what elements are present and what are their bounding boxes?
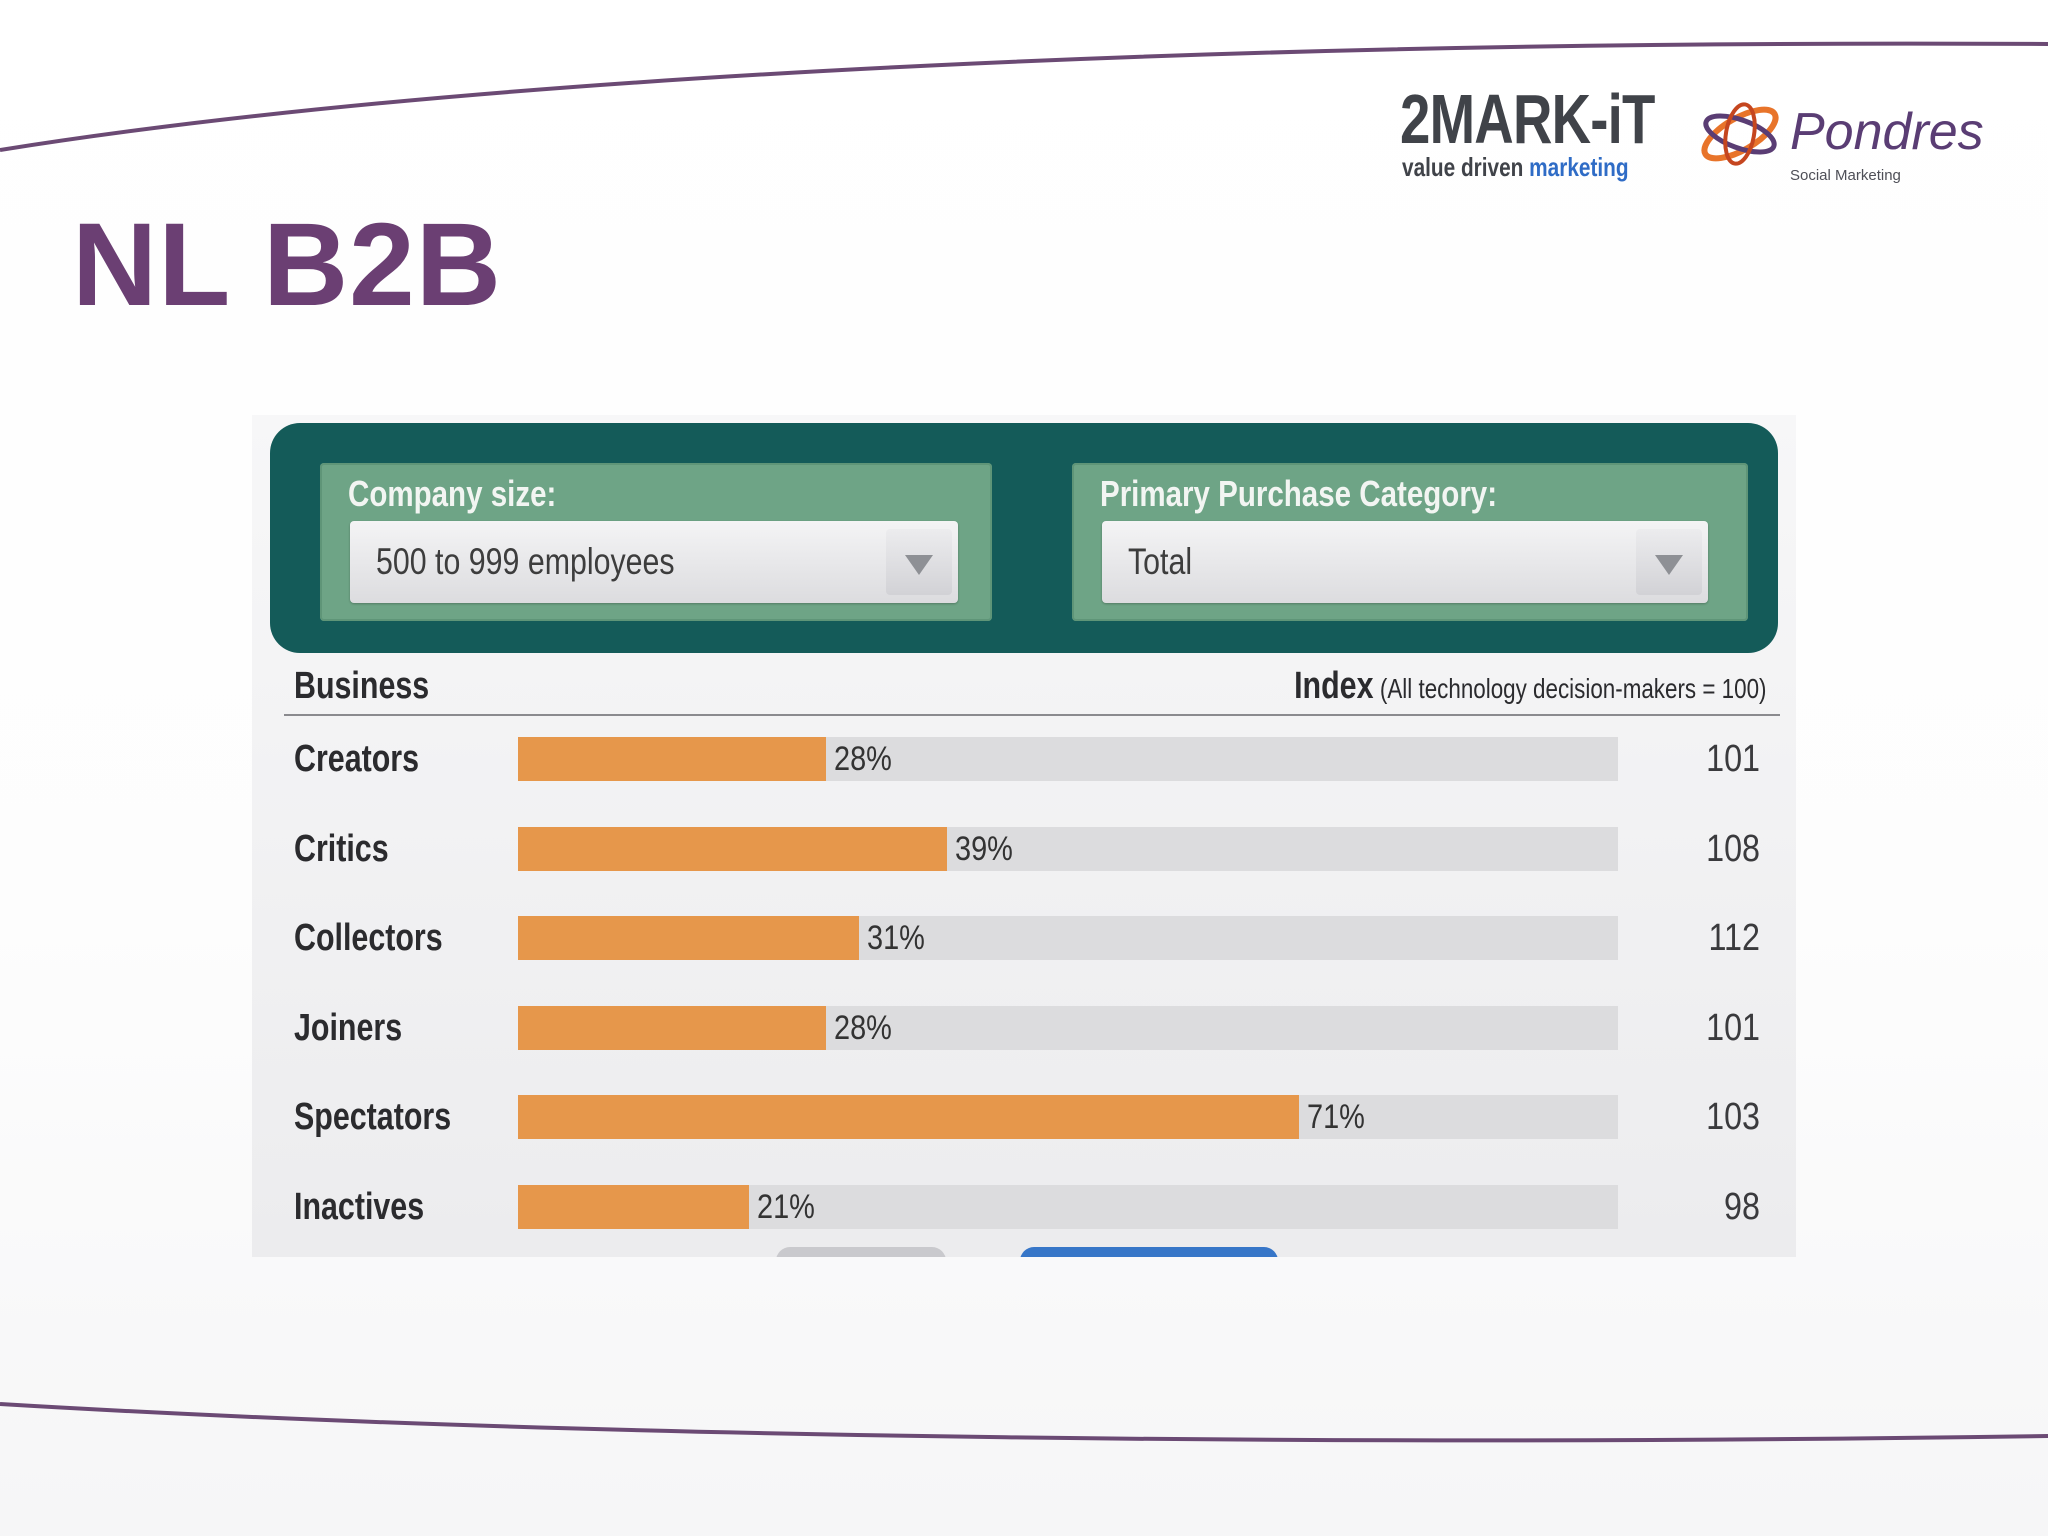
- bar-value-label: 39%: [955, 829, 1013, 868]
- category-label: Collectors: [294, 917, 443, 960]
- bar-track: [518, 1005, 1618, 1050]
- panel-tab-hint[interactable]: [776, 1247, 946, 1257]
- index-value: 108: [1706, 827, 1760, 870]
- company-size-value: 500 to 999 employees: [376, 541, 675, 582]
- company-size-dropdown-button[interactable]: [886, 529, 952, 595]
- bar-value-label: 28%: [834, 1008, 892, 1047]
- 2markit-wordmark: 2MARK-iT: [1400, 80, 1655, 158]
- company-size-filter: Company size: 500 to 999 employees: [320, 463, 992, 621]
- bar-track: [518, 1185, 1618, 1229]
- bar: [518, 916, 859, 961]
- chart-row: Spectators 71% 103: [252, 1093, 1796, 1141]
- category-label: Creators: [294, 738, 420, 780]
- index-value: 101: [1706, 738, 1760, 780]
- purchase-category-select[interactable]: Total: [1102, 521, 1708, 603]
- bar-value-label: 28%: [834, 740, 892, 778]
- header-divider: [284, 714, 1780, 716]
- index-header-label: Index: [1293, 665, 1374, 707]
- chevron-down-icon: [905, 555, 933, 575]
- purchase-category-label: Primary Purchase Category:: [1100, 473, 1498, 514]
- 2markit-logo: 2MARK-iT value driven marketing: [1400, 84, 1662, 184]
- filter-bar: Company size: 500 to 999 employees Prima…: [270, 423, 1778, 653]
- bar: [518, 1005, 826, 1050]
- panel-tab-hint-active[interactable]: [1020, 1247, 1278, 1257]
- bar: [518, 1095, 1299, 1140]
- index-value: 103: [1706, 1096, 1760, 1139]
- purchase-category-value: Total: [1128, 541, 1193, 582]
- pondres-name: Pondres: [1790, 103, 1984, 161]
- chart-row: Joiners 28% 101: [252, 1004, 1796, 1052]
- index-value: 112: [1708, 917, 1760, 960]
- bar-track: [518, 826, 1618, 871]
- 2markit-tagline-part2: marketing: [1529, 152, 1629, 182]
- pondres-emblem-icon: [1701, 102, 1779, 166]
- company-size-select[interactable]: 500 to 999 employees: [350, 521, 958, 603]
- bar: [518, 826, 947, 871]
- bar-value-label: 21%: [757, 1188, 815, 1226]
- category-label: Inactives: [294, 1186, 425, 1228]
- bottom-decorative-curve: [0, 1402, 2048, 1443]
- category-label: Joiners: [294, 1006, 403, 1049]
- chart-row: Critics 39% 108: [252, 825, 1796, 873]
- bar: [518, 1185, 749, 1229]
- pondres-logo: Pondres Social Marketing: [1694, 88, 1984, 198]
- pondres-subtitle: Social Marketing: [1790, 167, 1901, 184]
- bar-value-label: 71%: [1307, 1098, 1365, 1137]
- chart-row: Inactives 21% 98: [252, 1183, 1796, 1231]
- company-size-label: Company size:: [348, 473, 557, 514]
- 2markit-tagline: value driven marketing: [1402, 154, 1629, 180]
- bar-track: [518, 916, 1618, 961]
- index-column-header: Index (All technology decision-makers = 1…: [1294, 665, 1766, 708]
- chart-row: Creators 28% 101: [252, 735, 1796, 783]
- chevron-down-icon: [1655, 555, 1683, 575]
- bar-track: [518, 1095, 1618, 1140]
- segment-panel: Company size: 500 to 999 employees Prima…: [252, 415, 1796, 1257]
- segment-bar-chart: Creators 28% 101 Critics 39% 108 Collectors 31%…: [252, 415, 1796, 1257]
- category-label: Spectators: [294, 1096, 452, 1139]
- slide-title: NL B2B: [72, 199, 503, 331]
- category-label: Critics: [294, 827, 389, 870]
- bar: [518, 737, 826, 781]
- index-value: 98: [1724, 1186, 1760, 1228]
- chart-row: Collectors 31% 112: [252, 914, 1796, 962]
- 2markit-tagline-part1: value driven: [1402, 152, 1524, 182]
- bar-track: [518, 737, 1618, 781]
- purchase-category-dropdown-button[interactable]: [1636, 529, 1702, 595]
- business-column-header: Business: [294, 665, 430, 707]
- bar-value-label: 31%: [867, 919, 925, 958]
- purchase-category-filter: Primary Purchase Category: Total: [1072, 463, 1748, 621]
- index-value: 101: [1706, 1006, 1760, 1049]
- index-header-note: (All technology decision-makers = 100): [1379, 673, 1766, 704]
